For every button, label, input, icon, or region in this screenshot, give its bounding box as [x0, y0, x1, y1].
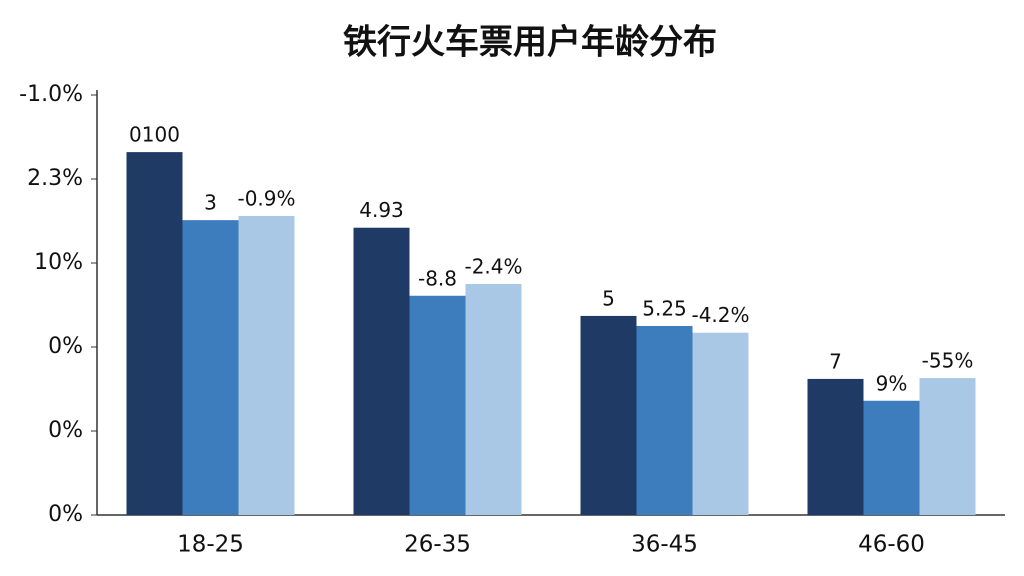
value-label: -0.9%: [237, 186, 295, 210]
bar: [182, 220, 239, 515]
value-label: 3: [204, 191, 217, 215]
value-label: 5.25: [642, 297, 687, 321]
value-label: 7: [829, 349, 842, 373]
bar: [580, 315, 637, 515]
value-label: 0100: [129, 123, 180, 147]
value-label: -2.4%: [464, 255, 522, 279]
x-tick-label: 46-60: [858, 532, 925, 558]
value-label: 4.93: [359, 198, 404, 222]
y-tick-label: 10%: [34, 250, 83, 275]
x-tick-label: 36-45: [631, 532, 698, 558]
value-label: 5: [602, 286, 615, 310]
bar: [692, 332, 749, 515]
y-tick-label: 0%: [48, 334, 83, 359]
bar: [919, 378, 976, 515]
bar: [126, 152, 183, 515]
value-label: -4.2%: [691, 303, 749, 327]
y-tick-label: 0%: [48, 502, 83, 527]
bar: [353, 227, 410, 515]
value-label: 9%: [876, 371, 908, 395]
y-tick-label: 2.3%: [27, 166, 83, 191]
x-tick-label: 26-35: [404, 532, 471, 558]
x-tick-label: 18-25: [177, 532, 244, 558]
bar: [807, 378, 864, 515]
value-label: -8.8: [418, 266, 457, 290]
y-tick-label: 0%: [48, 418, 83, 443]
bar: [465, 284, 522, 515]
bar: [409, 295, 466, 515]
y-tick-label: -1.0%: [19, 82, 83, 107]
bar: [863, 400, 920, 515]
bar: [238, 215, 295, 515]
value-label: -55%: [922, 349, 974, 373]
bar: [636, 326, 693, 515]
chart-title: 铁行火车票用户年龄分布: [343, 23, 717, 63]
